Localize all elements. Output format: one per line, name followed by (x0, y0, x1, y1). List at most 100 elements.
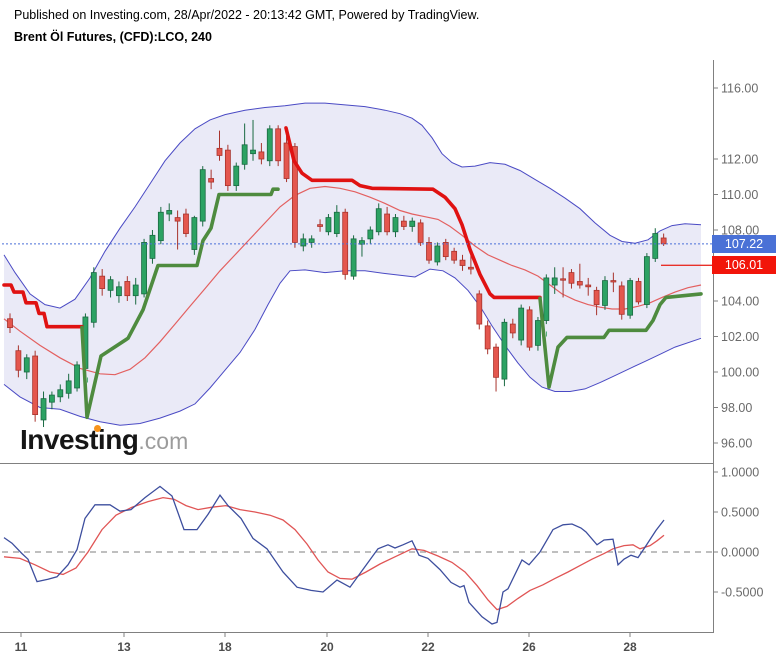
candle-body (23, 357, 30, 373)
price-tick-label: 104.00 (721, 295, 759, 309)
oscillator-signal-line (3, 496, 665, 611)
candle (308, 235, 315, 248)
candle-body (643, 256, 650, 305)
candle (585, 277, 592, 296)
candle-body (208, 178, 215, 183)
candle-body (325, 217, 332, 233)
candle-body (275, 128, 282, 162)
date-label: 11 (15, 640, 28, 654)
candle-body (174, 217, 181, 222)
candle-body (224, 149, 231, 187)
candle (493, 343, 499, 392)
candles (7, 119, 667, 428)
candle-body (283, 142, 290, 179)
candle (618, 281, 625, 320)
candle-body (576, 281, 583, 286)
main-pane: ıı (2, 102, 703, 428)
candle-body (560, 278, 566, 281)
candle (367, 226, 374, 245)
candle (535, 316, 541, 351)
candle (652, 228, 659, 262)
candle (467, 254, 474, 275)
trend-flip-marker: ı (86, 375, 89, 385)
instrument-title: Brent Öl Futures, (CFD):LCO, 240 (14, 30, 212, 44)
candle-body (660, 237, 667, 245)
candle-body (493, 346, 499, 378)
candle-body (191, 217, 198, 250)
candle-body (124, 281, 131, 297)
date-label: 26 (522, 640, 536, 654)
price-tick-label: 108.00 (721, 224, 759, 238)
candle (375, 203, 382, 236)
candle-body (132, 284, 139, 297)
candle (157, 206, 164, 245)
candle (132, 277, 139, 305)
candle (166, 203, 173, 222)
candle-body (333, 211, 340, 234)
date-label: 20 (320, 640, 334, 654)
investing-logo: Investing.com (20, 424, 188, 456)
candle-body (199, 169, 206, 222)
trend-flip-marker: ı (545, 329, 548, 339)
candle (576, 263, 583, 289)
candle-body (359, 240, 365, 245)
candle-body (49, 394, 55, 403)
candle (484, 320, 491, 355)
candle-body (300, 238, 307, 247)
candle-body (99, 275, 106, 289)
oscillator-tick-label: 1.0000 (721, 466, 759, 480)
candle (400, 215, 407, 230)
candle-body (568, 272, 575, 284)
candle (392, 214, 399, 238)
candle-body (141, 242, 147, 295)
price-tick-label: 116.00 (721, 82, 758, 96)
candle (359, 237, 365, 257)
candle-body (459, 259, 466, 266)
candle-body (602, 280, 608, 306)
candle-body (107, 279, 114, 291)
candle-body (442, 242, 449, 258)
candle-body (258, 151, 265, 160)
date-label: 18 (218, 640, 232, 654)
date-label: 22 (421, 640, 435, 654)
candle-body (57, 389, 64, 398)
candle (627, 277, 634, 319)
trend-line-down-3 (284, 126, 542, 300)
candle (90, 267, 97, 328)
candle-body (250, 149, 256, 155)
date-label: 28 (623, 640, 637, 654)
candle (526, 306, 533, 351)
candle (434, 242, 441, 266)
candle (199, 166, 206, 227)
candle (551, 267, 558, 294)
candle (602, 276, 608, 310)
candle-body (652, 233, 659, 259)
candle-body (509, 323, 516, 334)
candle-body (610, 280, 617, 283)
candle-body (384, 213, 391, 233)
candle (568, 269, 575, 289)
candle-body (350, 238, 357, 277)
candle (518, 304, 525, 346)
candle (32, 350, 39, 422)
candle (23, 354, 30, 380)
price-tick-label: 98.00 (721, 401, 752, 415)
candle-body (409, 220, 416, 227)
candle-body (618, 285, 625, 315)
candle-body (526, 309, 533, 348)
price-tick-label: 110.00 (721, 188, 758, 202)
candle (99, 269, 106, 296)
candle (560, 267, 566, 298)
candle (543, 274, 550, 325)
trend-line-up-2 (80, 187, 280, 420)
candle-body (635, 281, 642, 303)
candle-body (417, 222, 424, 243)
investing-logo-orange-dot (94, 425, 101, 432)
candle (124, 276, 131, 301)
oscillator-tick-label: 0.0000 (721, 546, 759, 560)
price-tick-label: 96.00 (721, 437, 752, 451)
candle (65, 373, 72, 399)
candle-body (40, 398, 47, 421)
candle (57, 384, 64, 403)
